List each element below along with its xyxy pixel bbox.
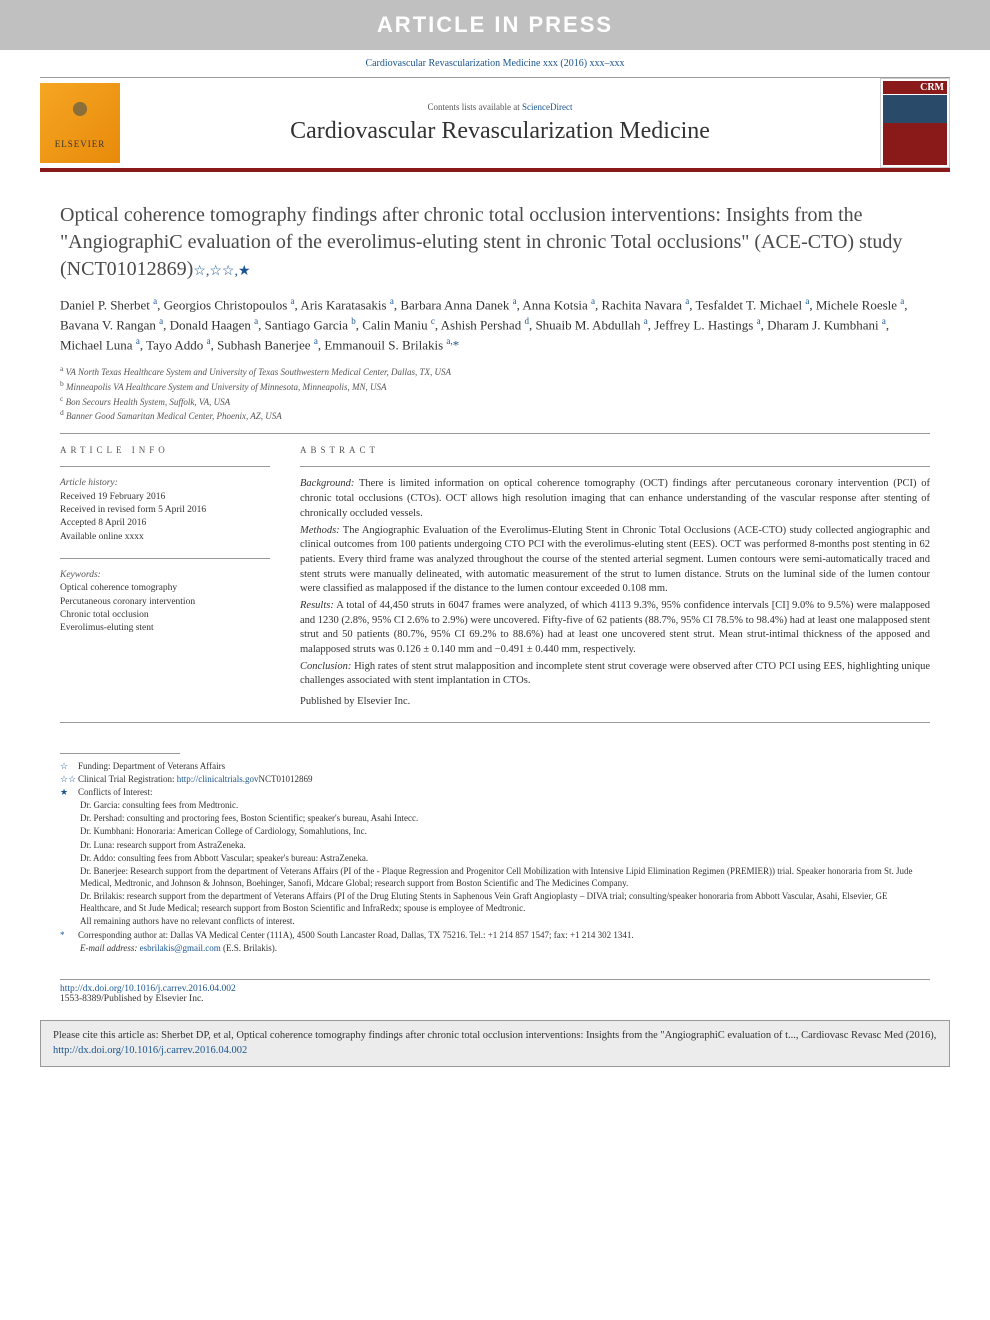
coi-line: Dr. Garcia: consulting fees from Medtron… bbox=[60, 799, 930, 811]
coi-line: Dr. Kumbhani: Honoraria: American Colleg… bbox=[60, 825, 930, 837]
corresponding-email-link[interactable]: esbrilakis@gmail.com bbox=[140, 943, 221, 953]
doi-divider bbox=[60, 979, 930, 980]
affiliations: a VA North Texas Healthcare System and U… bbox=[60, 364, 930, 422]
keywords-label: Keywords: bbox=[60, 569, 270, 582]
article-info-column: ARTICLE INFO Article history: Received 1… bbox=[60, 444, 270, 712]
elsevier-tree-icon bbox=[60, 97, 100, 137]
abstract-methods: Methods: The Angiographic Evaluation of … bbox=[300, 524, 930, 597]
citation-box: Please cite this article as: Sherbet DP,… bbox=[40, 1020, 950, 1067]
coi-line: Dr. Pershad: consulting and proctoring f… bbox=[60, 812, 930, 824]
journal-ref-link[interactable]: Cardiovascular Revascularization Medicin… bbox=[365, 58, 624, 69]
keyword-line: Percutaneous coronary intervention bbox=[60, 596, 270, 609]
keyword-line: Chronic total occlusion bbox=[60, 609, 270, 622]
article-title: Optical coherence tomography findings af… bbox=[60, 202, 930, 283]
abstract-background: Background: There is limited information… bbox=[300, 477, 930, 521]
affiliation-line: a VA North Texas Healthcare System and U… bbox=[60, 364, 930, 379]
history-line: Received 19 February 2016 bbox=[60, 491, 270, 504]
footnote-corresponding: *Corresponding author at: Dallas VA Medi… bbox=[60, 929, 930, 941]
trial-registration-link[interactable]: http://clinicaltrials.gov bbox=[177, 774, 259, 784]
affiliation-line: b Minneapolis VA Healthcare System and U… bbox=[60, 379, 930, 394]
footnote-trial: ☆☆Clinical Trial Registration: http://cl… bbox=[60, 773, 930, 785]
affiliation-line: d Banner Good Samaritan Medical Center, … bbox=[60, 408, 930, 423]
keyword-line: Optical coherence tomography bbox=[60, 582, 270, 595]
footnote-email: E-mail address: esbrilakis@gmail.com (E.… bbox=[60, 942, 930, 954]
footnote-coi-label: ★Conflicts of Interest: bbox=[60, 786, 930, 798]
history-line: Accepted 8 April 2016 bbox=[60, 517, 270, 530]
abstract-results: Results: A total of 44,450 struts in 604… bbox=[300, 599, 930, 658]
journal-title: Cardiovascular Revascularization Medicin… bbox=[140, 118, 860, 145]
keyword-line: Everolimus-eluting stent bbox=[60, 622, 270, 635]
coi-line: Dr. Brilakis: research support from the … bbox=[60, 890, 930, 914]
cite-text: Please cite this article as: Sherbet DP,… bbox=[53, 1030, 936, 1041]
journal-reference-line: Cardiovascular Revascularization Medicin… bbox=[0, 50, 990, 77]
divider-bottom bbox=[60, 722, 930, 723]
affiliation-line: c Bon Secours Health System, Suffolk, VA… bbox=[60, 394, 930, 409]
sciencedirect-link[interactable]: ScienceDirect bbox=[522, 102, 572, 112]
contents-line: Contents lists available at ScienceDirec… bbox=[140, 102, 860, 112]
info-divider-1 bbox=[60, 466, 270, 467]
coi-line: Dr. Banerjee: Research support from the … bbox=[60, 865, 930, 889]
issn-line: 1553-8389/Published by Elsevier Inc. bbox=[60, 994, 930, 1004]
footnote-funding: ☆Funding: Department of Veterans Affairs bbox=[60, 760, 930, 772]
cover-crm-label: CRM bbox=[883, 81, 947, 94]
doi-block: http://dx.doi.org/10.1016/j.carrev.2016.… bbox=[0, 965, 990, 1014]
elsevier-logo[interactable]: ELSEVIER bbox=[40, 83, 120, 163]
history-line: Available online xxxx bbox=[60, 531, 270, 544]
abstract-conclusion: Conclusion: High rates of stent strut ma… bbox=[300, 660, 930, 689]
info-divider-2 bbox=[60, 558, 270, 559]
author-list: Daniel P. Sherbet a, Georgios Christopou… bbox=[60, 295, 930, 354]
footnote-rule bbox=[60, 753, 180, 754]
cover-image bbox=[883, 95, 947, 165]
title-footnote-marks: ☆,☆☆,★ bbox=[193, 264, 250, 279]
footnotes-block: ☆Funding: Department of Veterans Affairs… bbox=[0, 743, 990, 965]
coi-line: All remaining authors have no relevant c… bbox=[60, 915, 930, 927]
history-line: Received in revised form 5 April 2016 bbox=[60, 504, 270, 517]
article-in-press-banner: ARTICLE IN PRESS bbox=[0, 0, 990, 50]
divider-top bbox=[60, 433, 930, 434]
article-info-label: ARTICLE INFO bbox=[60, 444, 270, 457]
history-label: Article history: bbox=[60, 477, 270, 490]
abstract-column: ABSTRACT Background: There is limited in… bbox=[300, 444, 930, 712]
contents-prefix: Contents lists available at bbox=[428, 102, 522, 112]
title-text: Optical coherence tomography findings af… bbox=[60, 204, 902, 280]
journal-cover-thumbnail[interactable]: CRM bbox=[880, 78, 950, 168]
journal-header-bar: ELSEVIER Contents lists available at Sci… bbox=[40, 77, 950, 172]
abstract-divider bbox=[300, 466, 930, 467]
keywords-block: Keywords: Optical coherence tomographyPe… bbox=[60, 569, 270, 635]
abstract-label: ABSTRACT bbox=[300, 444, 930, 457]
published-by: Published by Elsevier Inc. bbox=[300, 695, 930, 710]
cite-doi-link[interactable]: http://dx.doi.org/10.1016/j.carrev.2016.… bbox=[53, 1045, 247, 1056]
coi-line: Dr. Luna: research support from AstraZen… bbox=[60, 839, 930, 851]
coi-line: Dr. Addo: consulting fees from Abbott Va… bbox=[60, 852, 930, 864]
article-history-block: Article history: Received 19 February 20… bbox=[60, 477, 270, 543]
elsevier-label: ELSEVIER bbox=[55, 139, 106, 149]
doi-link[interactable]: http://dx.doi.org/10.1016/j.carrev.2016.… bbox=[60, 984, 236, 994]
header-center: Contents lists available at ScienceDirec… bbox=[120, 94, 880, 153]
